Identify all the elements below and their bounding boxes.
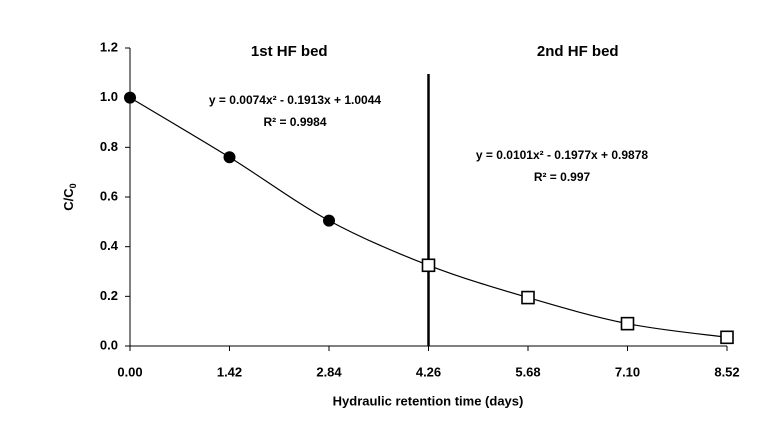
y-axis-label: C/C0	[61, 183, 78, 210]
point	[521, 290, 535, 305]
y-tick-label: 0.0	[100, 337, 118, 352]
r-squared: R² = 0.997	[534, 170, 591, 184]
equation: y = 0.0074x² - 0.1913x + 1.0044	[209, 93, 381, 107]
equation: y = 0.0101x² - 0.1977x + 0.9878	[476, 148, 648, 162]
y-tick-label: 0.4	[100, 238, 119, 253]
x-tick-label: 2.84	[316, 364, 342, 379]
point	[720, 330, 734, 345]
y-tick-label: 1.0	[100, 89, 118, 104]
x-tick-label: 4.26	[416, 364, 441, 379]
point	[421, 258, 436, 273]
y-label-text: C/C	[61, 188, 76, 211]
y-tick-label: 0.2	[100, 288, 118, 303]
x-tick-label: 0.00	[117, 364, 142, 379]
region-label: 1st HF bed	[251, 43, 328, 60]
x-tick-label: 7.10	[615, 364, 640, 379]
point	[223, 151, 236, 164]
x-tick-label: 5.68	[515, 364, 540, 379]
x-axis-label: Hydraulic retention time (days)	[333, 393, 524, 408]
y-label-subscript: 0	[68, 183, 78, 188]
point	[323, 214, 335, 227]
region-label: 2nd HF bed	[537, 43, 619, 60]
y-tick-label: 1.2	[100, 39, 118, 54]
r-squared: R² = 0.9984	[263, 115, 326, 129]
x-tick-label: 1.42	[217, 364, 242, 379]
point	[620, 316, 635, 331]
point	[124, 91, 136, 104]
y-tick-label: 0.6	[100, 188, 118, 203]
y-tick-label: 0.8	[100, 139, 118, 154]
x-tick-label: 8.52	[714, 364, 739, 379]
